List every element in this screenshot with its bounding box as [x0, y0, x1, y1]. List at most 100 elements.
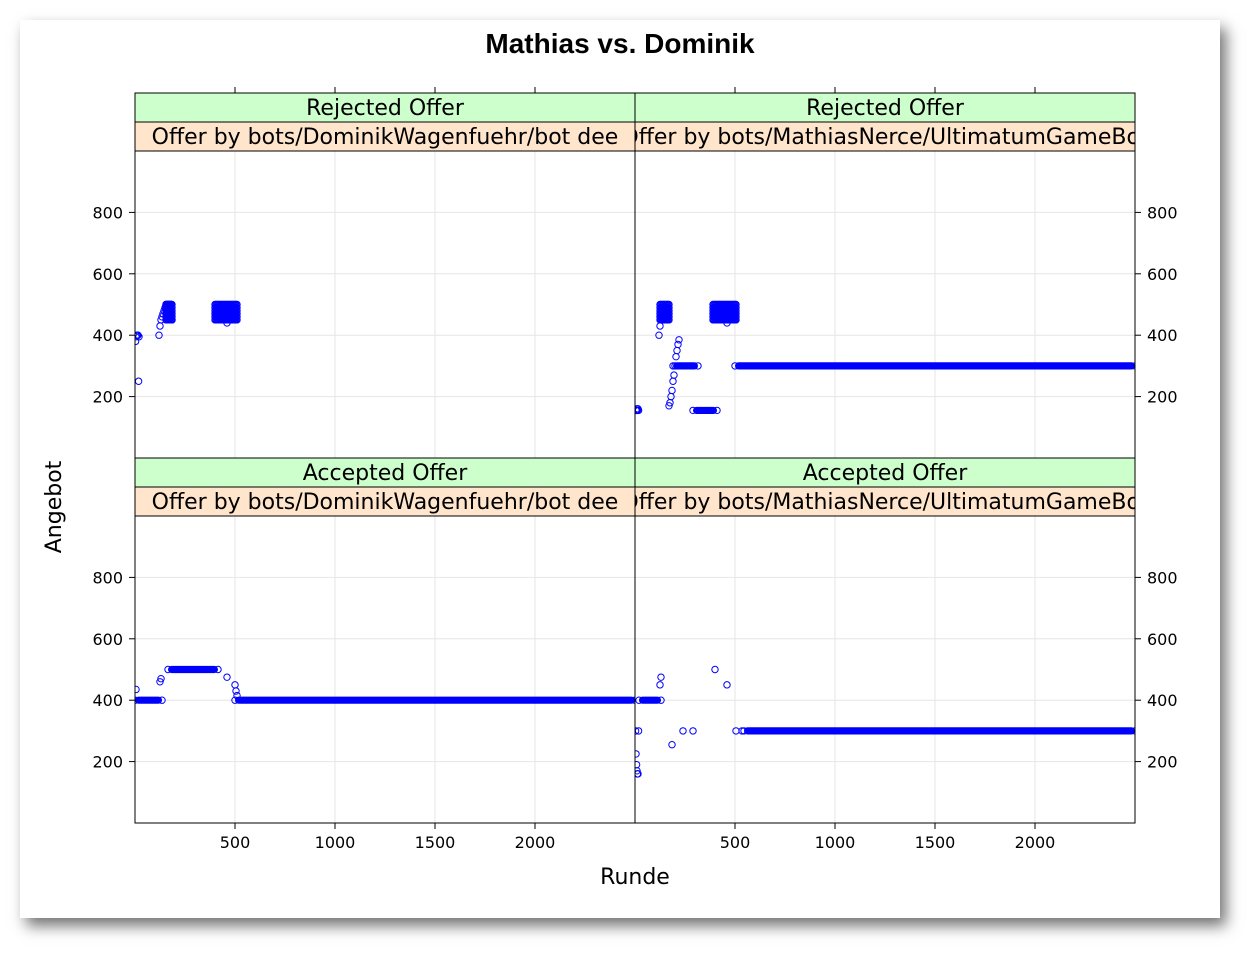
data-run — [235, 696, 635, 704]
data-run — [693, 406, 717, 415]
y-tick-label: 600 — [92, 265, 123, 284]
strip-outer-label: Accepted Offer — [303, 461, 468, 486]
y-tick-label: 600 — [1147, 630, 1178, 649]
data-point — [661, 303, 669, 312]
data-point — [155, 331, 163, 339]
x-tick-label: 1000 — [315, 833, 356, 852]
panel-accepted-mathias: Accepted Offer Offer by bots/MathiasNerce… — [621, 457, 1178, 852]
data-run — [168, 665, 218, 674]
y-tick-label: 200 — [92, 388, 123, 407]
data-point — [635, 727, 640, 735]
data-point — [673, 346, 681, 355]
data-point — [164, 300, 172, 309]
data-point — [672, 352, 680, 361]
data-point — [660, 306, 668, 315]
data-point — [711, 665, 719, 674]
strip-outer — [134, 92, 636, 123]
data-point — [233, 300, 241, 309]
data-point — [732, 727, 740, 735]
data-point — [675, 336, 683, 344]
data-point — [157, 675, 165, 683]
data-point — [713, 406, 721, 415]
chart-title: Mathias vs. Dominik — [485, 28, 755, 59]
data-point — [156, 322, 164, 330]
data-point — [223, 673, 231, 681]
data-point — [738, 727, 746, 735]
data-point — [158, 696, 166, 704]
data-point — [231, 316, 239, 324]
x-tick-label: 500 — [720, 833, 751, 852]
data-point — [689, 406, 697, 415]
x-axis-title: Runde — [600, 865, 670, 890]
data-point — [635, 767, 641, 775]
data-point — [168, 316, 176, 324]
data-point — [1131, 362, 1135, 370]
panel-accepted-dominik: Accepted Offer Offer by bots/DominikWagen… — [92, 457, 636, 852]
y-tick-label: 800 — [1147, 203, 1178, 222]
data-point — [164, 665, 172, 674]
data-point — [156, 678, 164, 686]
strip-outer — [134, 457, 636, 488]
data-point — [635, 760, 641, 769]
data-point — [671, 362, 679, 370]
data-point — [135, 331, 142, 339]
x-tick-label: 2000 — [515, 833, 556, 852]
data-point — [231, 696, 239, 704]
y-tick-label: 400 — [1147, 326, 1178, 345]
data-point — [732, 300, 740, 309]
data-point — [635, 770, 642, 778]
data-run — [639, 696, 661, 704]
strip-outer-label: Rejected Offer — [806, 96, 965, 121]
data-points — [135, 665, 635, 704]
y-tick-label: 600 — [1147, 265, 1178, 284]
data-point — [635, 750, 640, 758]
y-tick-label: 400 — [92, 691, 123, 710]
data-point — [657, 696, 665, 704]
data-point — [135, 685, 140, 694]
data-point — [689, 727, 697, 735]
data-point — [732, 303, 740, 312]
y-tick-label: 200 — [92, 753, 123, 772]
strip-inner — [634, 121, 1136, 152]
data-point — [233, 691, 241, 700]
x-tick-label: 1500 — [915, 833, 956, 852]
data-run — [673, 362, 698, 370]
data-point — [674, 340, 682, 349]
strip-outer — [634, 92, 1136, 123]
data-point — [668, 741, 676, 749]
panel-rejected-mathias: Rejected Offer Offer by bots/MathiasNerce… — [634, 87, 1178, 459]
chart-canvas: Mathias vs. Dominik Angebot Runde Reject… — [42, 28, 1178, 890]
y-axis-title: Angebot — [42, 460, 67, 553]
y-tick-label: 800 — [92, 203, 123, 222]
panel-rejected-dominik: Rejected Offer Offer by bots/DominikWagen… — [92, 87, 636, 459]
strip-inner — [134, 486, 636, 517]
x-tick-label: 2000 — [1015, 833, 1056, 852]
y-tick-label: 400 — [1147, 691, 1178, 710]
strip-inner-label: Offer by bots/MathiasNerce/UltimatumGame… — [621, 490, 1149, 515]
data-point — [1131, 727, 1135, 735]
data-point — [694, 362, 702, 370]
data-point — [679, 727, 687, 735]
y-tick-label: 200 — [1147, 388, 1178, 407]
data-point — [665, 402, 673, 410]
data-point — [167, 313, 175, 321]
data-point — [731, 316, 739, 324]
data-point — [214, 665, 222, 674]
data-point — [669, 362, 677, 370]
strip-outer-label: Accepted Offer — [803, 461, 968, 486]
data-point — [135, 333, 143, 341]
y-tick-label: 600 — [92, 630, 123, 649]
y-tick-label: 800 — [92, 568, 123, 587]
data-point — [731, 362, 739, 370]
data-point — [657, 673, 665, 681]
strip-inner — [634, 486, 1136, 517]
data-point — [233, 303, 241, 312]
y-tick-label: 800 — [1147, 568, 1178, 587]
data-point — [655, 331, 663, 339]
panel-frame — [634, 515, 1136, 824]
data-point — [669, 377, 677, 385]
strip-outer-label: Rejected Offer — [306, 96, 465, 121]
data-run — [735, 362, 1135, 370]
data-points — [635, 665, 1135, 778]
data-points — [635, 300, 1135, 415]
